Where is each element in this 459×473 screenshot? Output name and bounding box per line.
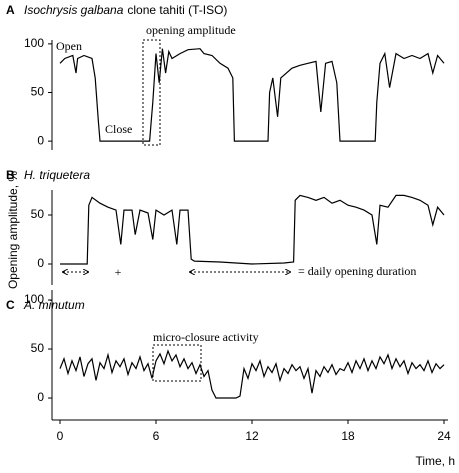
y-tick-label: 50 (31, 85, 45, 99)
y-tick-label: 50 (31, 341, 45, 355)
annotation: + (115, 265, 122, 279)
trace (59, 349, 445, 399)
y-tick-label: 0 (37, 390, 44, 404)
trace (60, 194, 445, 265)
y-tick-label: 100 (24, 292, 44, 306)
panel-letter: A (6, 3, 15, 17)
panel-title: Isochrysis galbana clone tahiti (T-ISO) (24, 3, 227, 17)
x-tick-label: 0 (57, 429, 64, 443)
panel-title: H. triquetera (24, 168, 90, 182)
title-plain: clone tahiti (T-ISO) (127, 3, 227, 17)
y-tick-label: 0 (37, 133, 44, 147)
annotation: micro-closure activity (153, 330, 259, 344)
highlight-box (142, 39, 161, 146)
y-axis-label: Opening amplitude, % (6, 171, 20, 289)
annotation: = daily opening duration (298, 264, 416, 278)
y-tick-label: 0 (37, 256, 44, 270)
annotation: Open (56, 39, 82, 53)
annotation: opening amplitude (146, 23, 236, 37)
y-tick-label: 50 (31, 207, 45, 221)
trace (59, 48, 445, 142)
highlight-box (152, 344, 202, 382)
x-tick-label: 12 (245, 429, 259, 443)
panel-letter: C (6, 298, 15, 312)
title-italic: A. minutum (23, 298, 85, 312)
x-axis-label: Time, h (415, 454, 455, 468)
annotation: Close (105, 122, 132, 136)
x-tick-label: 6 (153, 429, 160, 443)
title-italic: H. triquetera (24, 168, 90, 182)
x-tick-label: 24 (437, 429, 451, 443)
x-tick-label: 18 (341, 429, 355, 443)
y-tick-label: 100 (24, 36, 44, 50)
panel-title: A. minutum (23, 298, 85, 312)
panel-letter: B (6, 168, 15, 182)
title-italic: Isochrysis galbana (24, 3, 124, 17)
